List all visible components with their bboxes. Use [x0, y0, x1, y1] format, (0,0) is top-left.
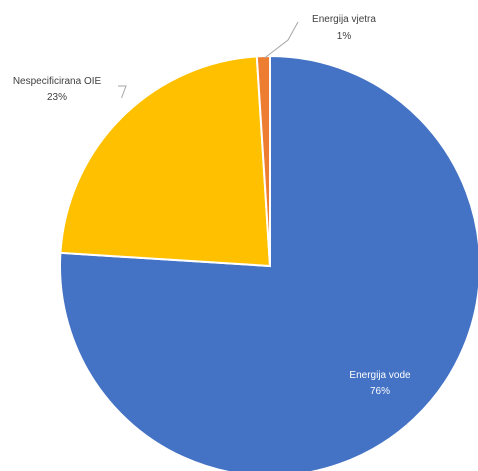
- slice-label-name-energija-vjetra: Energija vjetra: [312, 14, 376, 25]
- pie-slice-energija-vode: [59, 54, 478, 471]
- pie-slices: [59, 54, 478, 471]
- leader-lines: [118, 21, 299, 99]
- leader-line-energija-vjetra: [264, 21, 299, 59]
- slice-label-pct-energija-vjetra: 1%: [337, 31, 352, 42]
- slice-label-name-energija-vode: Energija vode: [349, 370, 411, 381]
- pie-slice-energija-vjetra: [255, 54, 271, 267]
- slice-label-name-nespecificirana-oie: Nespecificirana OIE: [13, 76, 102, 87]
- slice-label-pct-nespecificirana-oie: 23%: [47, 92, 67, 103]
- leader-line-nespecificirana-oie: [118, 85, 127, 99]
- pie-slice-nespecificirana-oie: [59, 55, 272, 268]
- slice-label-pct-energija-vode: 76%: [370, 386, 390, 397]
